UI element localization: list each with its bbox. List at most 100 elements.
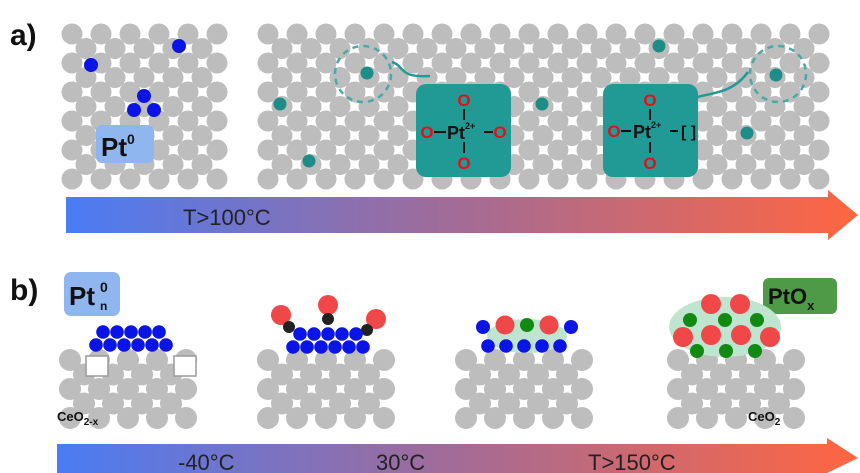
support-atom xyxy=(61,139,83,161)
ptox-tag-background xyxy=(763,278,837,314)
support-atom xyxy=(373,378,395,400)
support-atom xyxy=(206,81,228,103)
pt-atom xyxy=(147,103,161,117)
support-atom xyxy=(131,392,153,415)
support-atom xyxy=(576,52,598,74)
support-atom xyxy=(648,67,670,88)
support-atom xyxy=(315,110,337,132)
support-atom xyxy=(561,96,583,117)
support-atom xyxy=(721,168,743,190)
support-atom xyxy=(358,38,380,59)
support-atom xyxy=(667,378,689,400)
oxygen-vacancy-square xyxy=(173,355,197,377)
ptox-cluster xyxy=(669,294,781,358)
support-atom xyxy=(667,349,689,371)
support-atom xyxy=(402,52,424,74)
ptn-tag: Pt 0 n xyxy=(64,272,120,316)
support-atom xyxy=(779,110,801,132)
support-atom xyxy=(542,349,564,371)
support-atom xyxy=(119,81,141,103)
support-atom xyxy=(61,23,83,45)
pt-atom xyxy=(117,338,131,352)
panel-a-label: a) xyxy=(10,19,37,52)
support-atom xyxy=(455,349,477,371)
single-atom xyxy=(360,66,374,80)
highlight-circle-left xyxy=(333,44,393,104)
support-atom xyxy=(257,407,279,429)
support-atom xyxy=(177,110,199,132)
complex-box-2 xyxy=(603,84,698,177)
support-atom xyxy=(547,110,569,132)
support-atom xyxy=(634,23,656,45)
support-atom xyxy=(61,52,83,74)
support-atom xyxy=(315,139,337,161)
support-atom xyxy=(119,168,141,190)
support-atom xyxy=(498,392,520,415)
pt-atom xyxy=(356,340,370,354)
support-atom xyxy=(73,392,95,415)
support-atom xyxy=(191,38,213,59)
support-atom xyxy=(706,125,728,146)
support-atom xyxy=(162,96,184,117)
pt-atom xyxy=(535,339,549,353)
support-atom xyxy=(431,23,453,45)
support-atom xyxy=(387,125,409,146)
support-atom xyxy=(162,67,184,88)
ptn-tag-text: Pt 0 n xyxy=(69,279,108,313)
support-atom xyxy=(710,363,732,386)
support-atom xyxy=(571,378,593,400)
support-atom xyxy=(315,81,337,103)
support-atom xyxy=(315,378,337,400)
oxygen-top-2: O xyxy=(643,91,656,110)
support-atom xyxy=(271,392,293,415)
support-atom xyxy=(808,52,830,74)
support-atom xyxy=(489,23,511,45)
support-atom xyxy=(119,23,141,45)
oxygen-atom xyxy=(760,327,780,347)
support-atom xyxy=(518,81,540,103)
support-atom xyxy=(619,67,641,88)
support-atom xyxy=(191,125,213,146)
support-atom xyxy=(402,23,424,45)
support-atom xyxy=(735,154,757,175)
support-atom xyxy=(779,23,801,45)
ptox-atom xyxy=(748,344,762,358)
support-atom xyxy=(148,23,170,45)
support-atom xyxy=(561,38,583,59)
support-atom xyxy=(735,38,757,59)
temperature-arrow-b xyxy=(57,438,858,473)
support-atom xyxy=(344,110,366,132)
support-atom xyxy=(721,81,743,103)
panel-b-label: b) xyxy=(10,274,38,307)
support-atom xyxy=(162,125,184,146)
support-atom xyxy=(692,23,714,45)
support-atom xyxy=(117,349,139,371)
support-atom xyxy=(484,349,506,371)
pt-atom xyxy=(137,89,151,103)
support-atom xyxy=(416,67,438,88)
support-atom xyxy=(61,168,83,190)
support-atom xyxy=(75,38,97,59)
oxygen-atom xyxy=(673,327,693,347)
support-atom xyxy=(175,407,197,429)
support-atom xyxy=(271,38,293,59)
support-atom xyxy=(257,378,279,400)
support-atom xyxy=(358,154,380,175)
support-atom xyxy=(532,154,554,175)
pt-cluster-2-with-co xyxy=(271,295,386,354)
support-atom xyxy=(793,67,815,88)
support-atom xyxy=(177,139,199,161)
support-atom xyxy=(556,392,578,415)
support-atom xyxy=(518,168,540,190)
support-atom xyxy=(146,407,168,429)
oxygen-atom xyxy=(539,315,559,335)
support-atom xyxy=(681,392,703,415)
support-atom xyxy=(75,67,97,88)
support-atom xyxy=(119,52,141,74)
support-atom xyxy=(484,378,506,400)
arrow-a-label: T>100°C xyxy=(183,205,271,230)
carbon-atom xyxy=(283,321,295,333)
support-atom xyxy=(590,67,612,88)
support-atom xyxy=(344,23,366,45)
support-atom xyxy=(75,154,97,175)
